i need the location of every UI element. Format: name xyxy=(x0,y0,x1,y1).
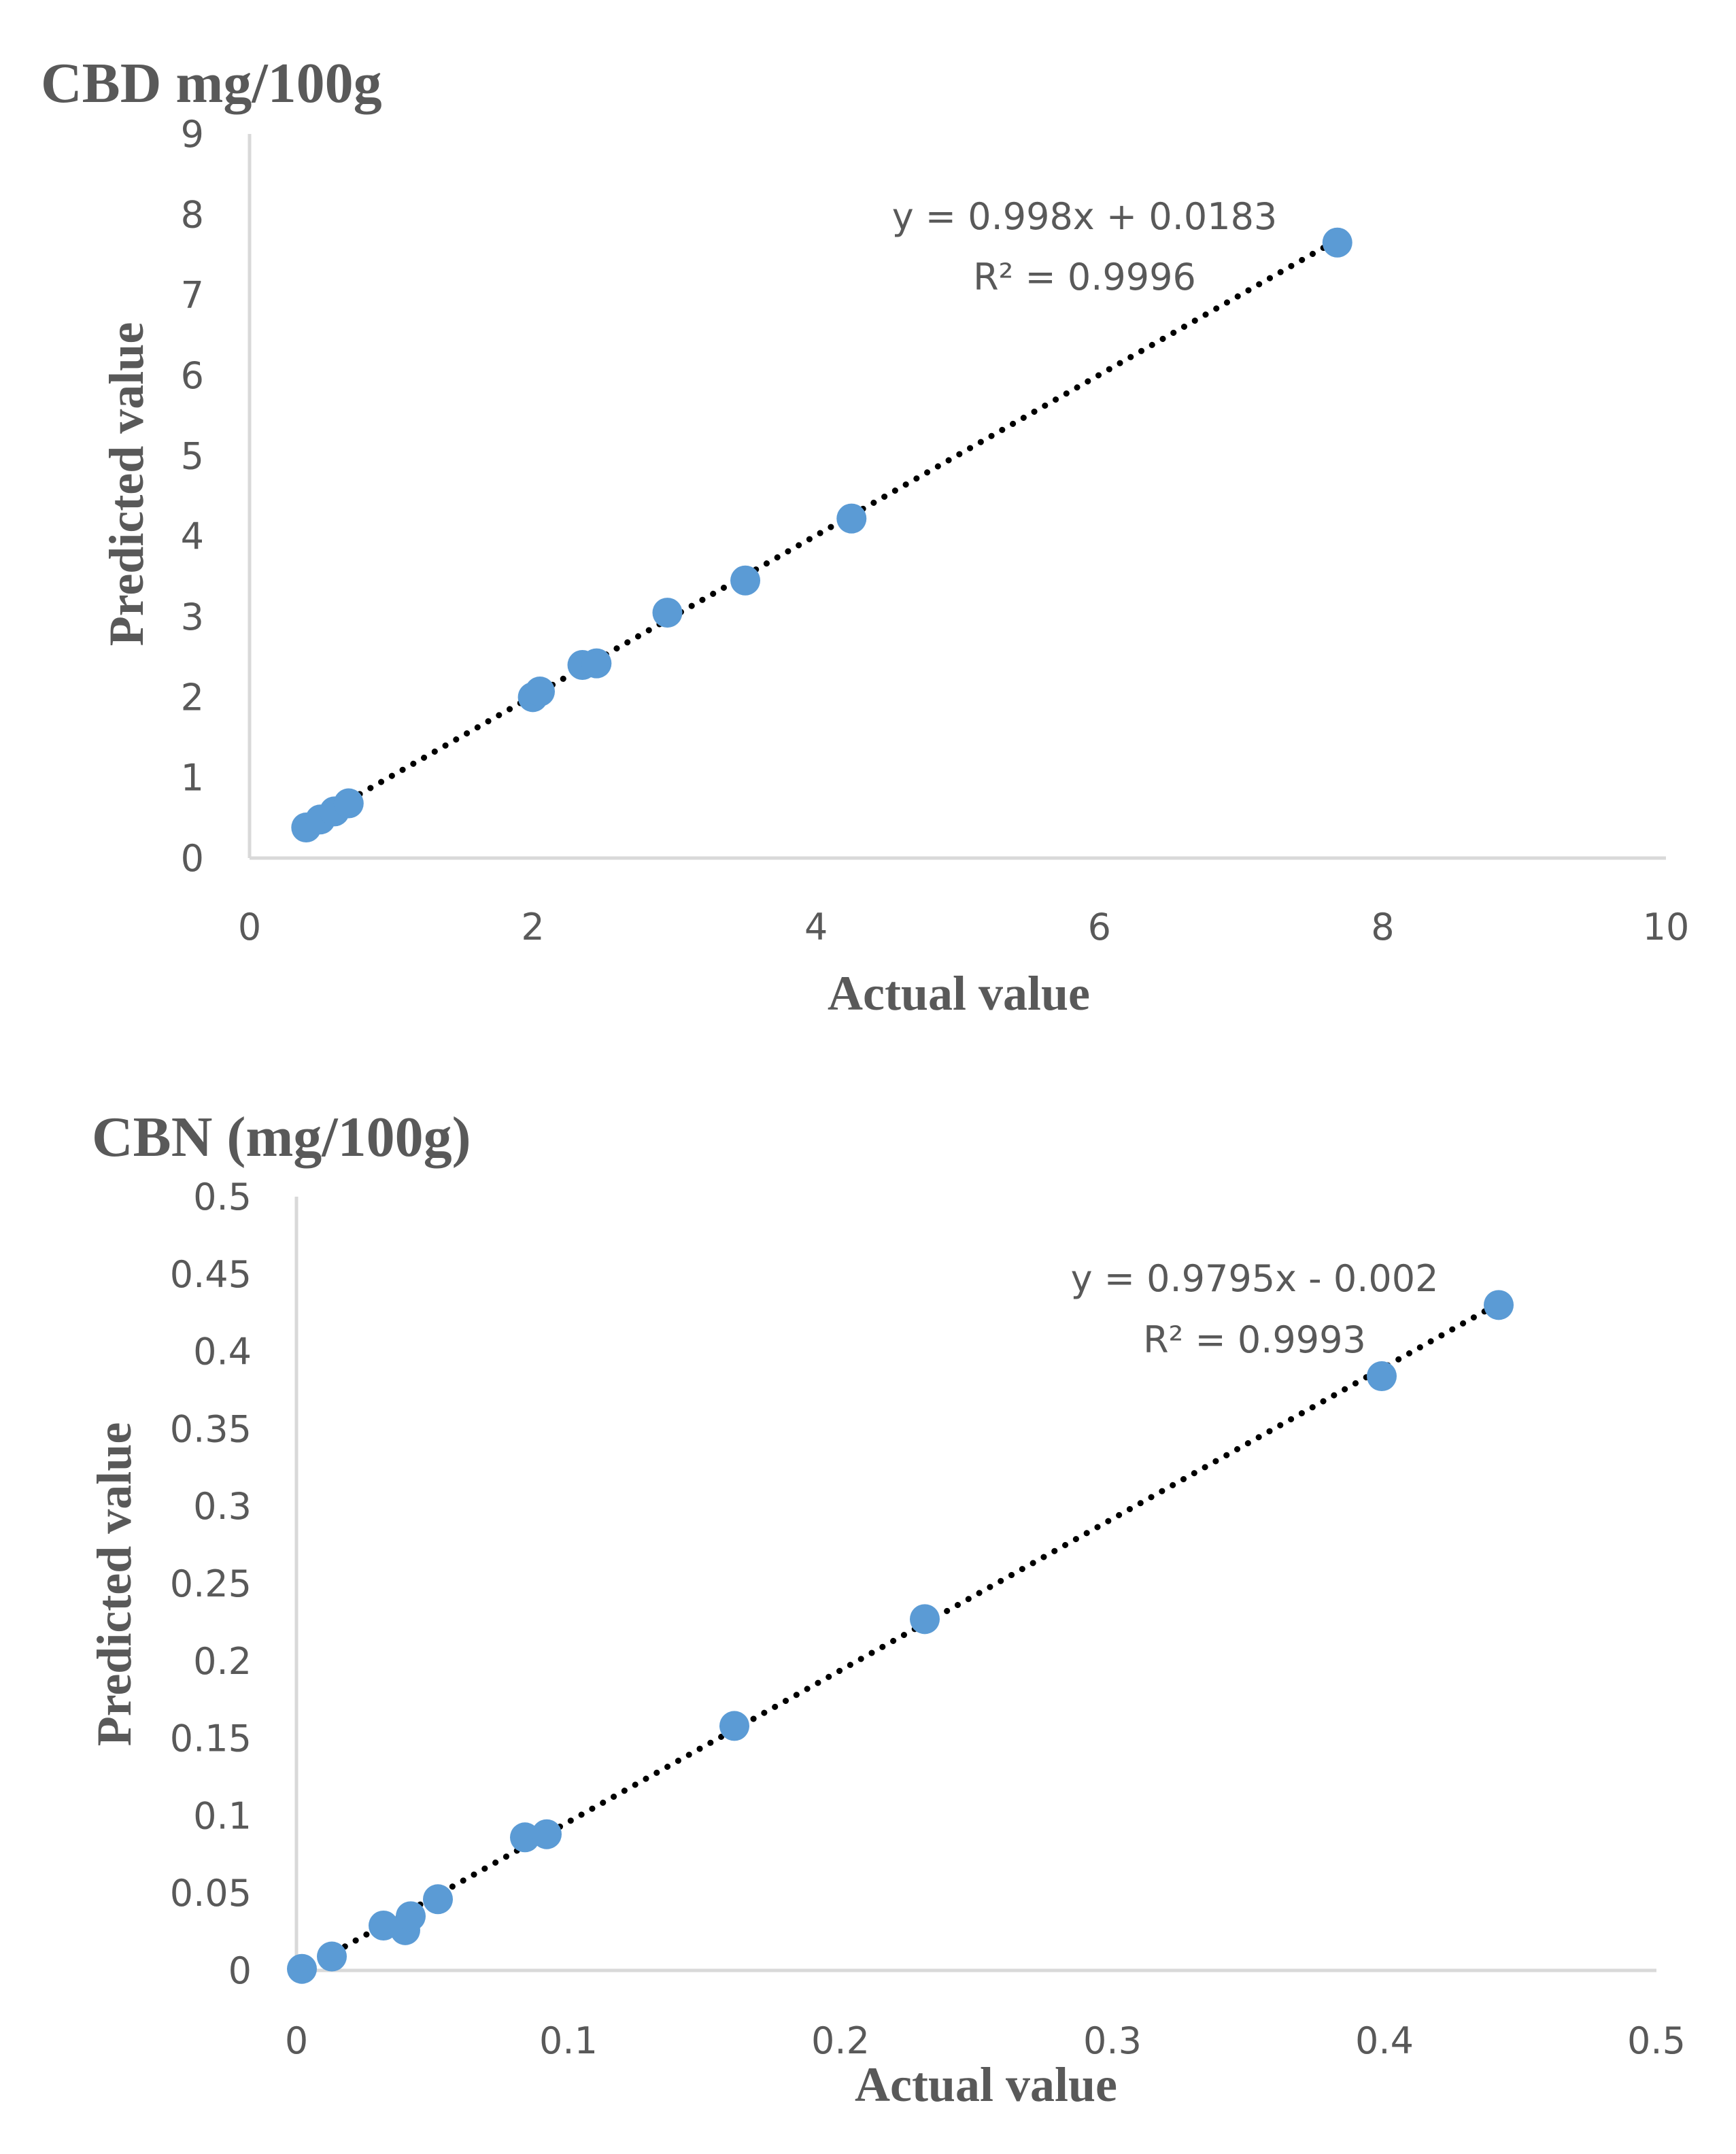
data-point xyxy=(525,677,556,707)
chart-cbd-x-tick-labels: 0 2 4 6 8 10 xyxy=(238,906,1690,948)
chart-cbn-title: CBN (mg/100g) xyxy=(92,1106,471,1169)
chart-cbd-points xyxy=(291,227,1352,843)
chart-cbd-r-squared: R² = 0.9996 xyxy=(973,256,1196,298)
chart-cbn-x-tick-labels: 0 0.1 0.2 0.3 0.4 0.5 xyxy=(285,2019,1686,2062)
x-tick-label: 0.2 xyxy=(811,2019,870,2062)
data-point xyxy=(910,1604,940,1635)
y-tick-label: 6 xyxy=(181,354,204,397)
y-tick-label: 7 xyxy=(181,274,204,317)
x-tick-label: 0 xyxy=(238,906,261,948)
data-point xyxy=(287,1953,317,1984)
chart-cbn-equation: y = 0.9795x - 0.002 xyxy=(1071,1257,1439,1300)
y-tick-label: 0.25 xyxy=(170,1562,252,1605)
chart-cbd-x-axis-title: Actual value xyxy=(828,966,1090,1021)
chart-cbn-r-squared: R² = 0.9993 xyxy=(1143,1318,1366,1361)
x-tick-label: 0.1 xyxy=(539,2019,598,2062)
chart-cbn-x-axis-title: Actual value xyxy=(855,2057,1117,2112)
y-tick-label: 0 xyxy=(228,1949,252,1992)
x-tick-label: 2 xyxy=(521,906,544,948)
y-tick-label: 0.05 xyxy=(170,1872,252,1915)
y-tick-label: 0.15 xyxy=(170,1717,252,1760)
y-tick-label: 9 xyxy=(181,113,204,156)
x-tick-label: 10 xyxy=(1643,906,1690,948)
y-tick-label: 0 xyxy=(181,837,204,880)
chart-cbn-points xyxy=(287,1290,1514,1984)
data-point xyxy=(719,1711,749,1741)
y-tick-label: 2 xyxy=(181,676,204,719)
data-point xyxy=(652,598,683,628)
chart-cbd-equation: y = 0.998x + 0.0183 xyxy=(892,195,1278,238)
data-point xyxy=(1322,227,1352,258)
chart-cbd-trendline xyxy=(303,237,1341,828)
y-tick-label: 0.2 xyxy=(193,1640,252,1683)
y-tick-label: 3 xyxy=(181,596,204,638)
y-tick-label: 4 xyxy=(181,515,204,558)
x-tick-label: 8 xyxy=(1371,906,1394,948)
x-tick-label: 0.4 xyxy=(1355,2019,1414,2062)
data-point xyxy=(836,503,867,534)
y-tick-label: 0.35 xyxy=(170,1407,252,1450)
data-point xyxy=(532,1819,562,1849)
chart-cbn: CBN (mg/100g) 0 0.05 0.1 0.15 0.2 0.25 0.3 0.35… xyxy=(87,1106,1686,2112)
data-point xyxy=(333,788,364,819)
y-tick-label: 5 xyxy=(181,434,204,477)
chart-cbn-y-tick-labels: 0 0.05 0.1 0.15 0.2 0.25 0.3 0.35 0.4 0.45 0.5 xyxy=(170,1176,252,1992)
y-tick-label: 0.45 xyxy=(170,1253,252,1296)
y-tick-label: 0.5 xyxy=(193,1176,252,1218)
y-tick-label: 8 xyxy=(181,193,204,236)
data-point xyxy=(1484,1290,1514,1320)
data-point xyxy=(581,648,612,679)
data-point xyxy=(396,1901,426,1932)
x-tick-label: 0.5 xyxy=(1627,2019,1686,2062)
data-point xyxy=(1367,1361,1397,1392)
y-tick-label: 1 xyxy=(181,757,204,800)
x-tick-label: 4 xyxy=(804,906,828,948)
x-tick-label: 0.3 xyxy=(1083,2019,1142,2062)
data-point xyxy=(423,1884,453,1915)
chart-cbn-trendline xyxy=(299,1300,1502,1974)
chart-cbd-title: CBD mg/100g xyxy=(41,52,382,115)
data-point xyxy=(730,565,761,596)
y-tick-label: 0.4 xyxy=(193,1331,252,1373)
y-tick-label: 0.3 xyxy=(193,1485,252,1528)
y-tick-label: 0.1 xyxy=(193,1794,252,1837)
chart-cbd-y-axis-title: Predicted value xyxy=(99,322,154,647)
chart-cbn-y-axis-title: Predicted value xyxy=(87,1422,141,1747)
x-tick-label: 0 xyxy=(285,2019,308,2062)
chart-cbd: CBD mg/100g 0 1 2 3 4 5 6 7 8 9 0 2 4 6 8 10 y = 0.998… xyxy=(41,52,1689,1021)
chart-cbd-y-tick-labels: 0 1 2 3 4 5 6 7 8 9 xyxy=(181,113,204,880)
data-point xyxy=(317,1941,347,1972)
x-tick-label: 6 xyxy=(1088,906,1111,948)
